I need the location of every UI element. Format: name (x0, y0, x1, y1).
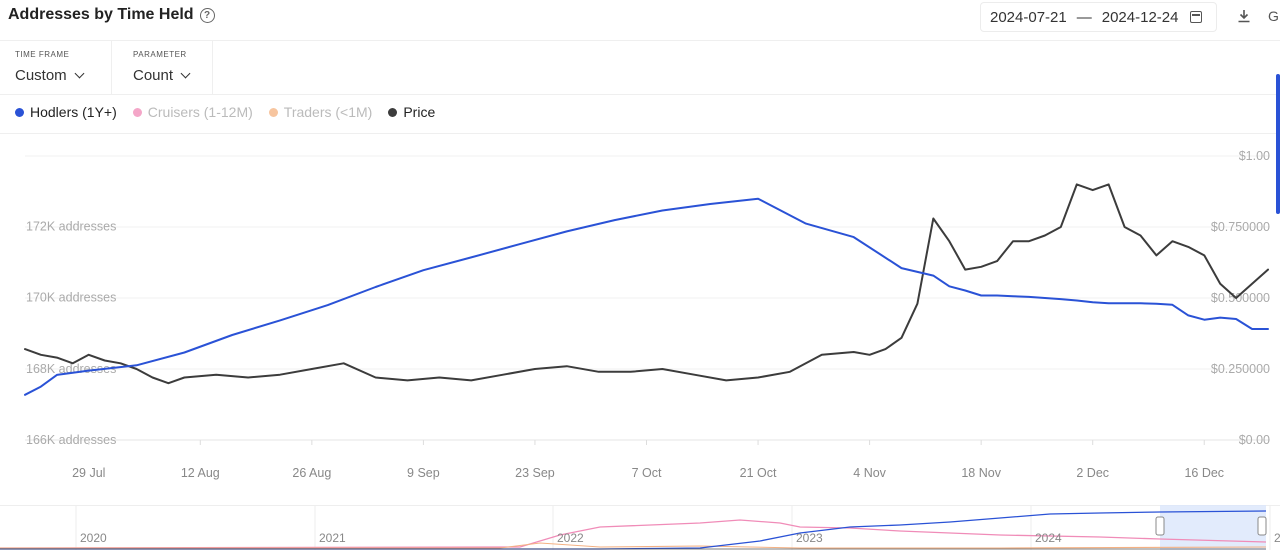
x-axis-tick-label: 26 Aug (292, 466, 331, 480)
x-axis-tick-label: 12 Aug (181, 466, 220, 480)
navigator-selection[interactable] (1160, 505, 1266, 550)
chart-title: Addresses by Time Held ? (8, 6, 215, 24)
parameter-value: Count (133, 67, 174, 84)
scrollbar-thumb[interactable] (1276, 74, 1280, 214)
navigator-year-label: 2023 (796, 531, 823, 545)
chart-title-text: Addresses by Time Held (8, 6, 194, 23)
legend-item-traders[interactable]: Traders (<1M) (268, 104, 373, 120)
navigator-chart[interactable]: 2020 2021 2022 2023 2024 20 (0, 505, 1280, 550)
right-axis-tick-label: $0.250000 (1211, 362, 1270, 376)
navigator-year-label: 2022 (557, 531, 584, 545)
left-axis-tick-label: 166K addresses (26, 433, 116, 447)
x-axis-tick-label: 7 Oct (632, 466, 662, 480)
main-chart[interactable]: 172K addresses 170K addresses 168K address… (0, 133, 1280, 495)
series-line-hodlers-1y (24, 197, 1269, 396)
x-axis-tick-label: 16 Dec (1184, 466, 1224, 480)
date-start: 2024-07-21 (990, 8, 1067, 26)
legend-item-cruisers[interactable]: Cruisers (1-12M) (132, 104, 253, 120)
x-axis-tick-label: 18 Nov (961, 466, 1001, 480)
navigator-year-label: 2024 (1035, 531, 1062, 545)
timeframe-label: TIME FRAME (15, 50, 70, 59)
series-line-price (24, 183, 1269, 385)
x-axis-tick-label: 23 Sep (515, 466, 555, 480)
legend-label: Price (403, 104, 436, 120)
help-icon[interactable]: ? (199, 7, 215, 23)
navigator-year-label: 20 (1274, 531, 1280, 545)
left-axis-tick-label: 170K addresses (26, 291, 116, 305)
right-axis-tick-label: $0.750000 (1211, 220, 1270, 234)
timeframe-dropdown[interactable]: Custom (15, 67, 85, 84)
navigator-cruisers-line (0, 519, 1267, 549)
timeframe-value: Custom (15, 67, 67, 84)
navigator-year-label: 2021 (319, 531, 346, 545)
x-axis-tick-label: 29 Jul (72, 466, 105, 480)
legend-dot (388, 107, 398, 117)
navigator-hodlers-line (0, 510, 1267, 550)
navigator-year-label: 2020 (80, 531, 107, 545)
x-axis-tick-label: 9 Sep (407, 466, 440, 480)
share-icon[interactable]: G (1268, 8, 1279, 24)
x-axis-tick-label: 21 Oct (740, 466, 777, 480)
right-axis-tick-label: $0.500000 (1211, 291, 1270, 305)
timeframe-control[interactable]: TIME FRAME Custom (15, 50, 85, 84)
date-end: 2024-12-24 (1101, 8, 1179, 26)
legend-label: Traders (<1M) (283, 104, 373, 120)
divider-vertical (111, 40, 112, 94)
date-range-picker[interactable]: 2024-07-21 — 2024-12-24 (980, 2, 1217, 32)
chevron-down-icon (74, 68, 85, 79)
navigator-handle-right[interactable] (1257, 516, 1267, 536)
legend-dot (15, 107, 24, 117)
download-icon[interactable] (1236, 8, 1252, 24)
x-axis-tick-label: 2 Dec (1076, 466, 1109, 480)
date-separator: — (1076, 8, 1092, 26)
divider-vertical (212, 40, 213, 94)
parameter-label: PARAMETER (133, 50, 187, 59)
legend-dot (132, 107, 142, 117)
legend-item-hodlers[interactable]: Hodlers (1Y+) (15, 104, 117, 120)
parameter-dropdown[interactable]: Count (133, 67, 191, 84)
left-axis-tick-label: 168K addresses (26, 362, 116, 376)
calendar-icon[interactable] (1190, 11, 1203, 23)
parameter-control[interactable]: PARAMETER Count (133, 50, 191, 84)
right-axis-tick-label: $1.00 (1239, 149, 1270, 163)
left-axis-tick-label: 172K addresses (26, 219, 116, 233)
x-axis-tick-label: 4 Nov (853, 466, 886, 480)
chart-legend: Hodlers (1Y+) Cruisers (1-12M) Traders (… (15, 104, 435, 120)
chevron-down-icon (180, 68, 191, 79)
legend-item-price[interactable]: Price (388, 104, 435, 120)
legend-label: Hodlers (1Y+) (30, 104, 117, 120)
legend-dot (268, 107, 278, 117)
legend-label: Cruisers (1-12M) (147, 104, 253, 120)
divider-controls (0, 94, 1280, 95)
divider-top (0, 40, 1280, 41)
navigator-traders-line (0, 542, 1267, 549)
navigator-handle-left[interactable] (1155, 516, 1165, 536)
divider-legend (0, 133, 1280, 134)
right-axis-tick-label: $0.00 (1239, 433, 1270, 447)
